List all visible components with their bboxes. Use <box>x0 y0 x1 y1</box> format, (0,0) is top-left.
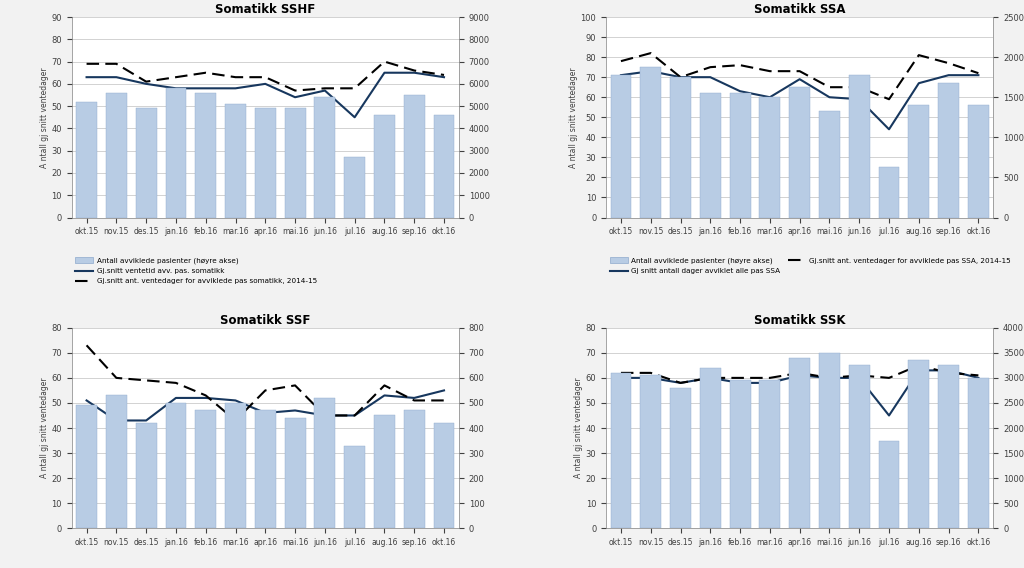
Bar <box>344 157 366 218</box>
Bar <box>225 403 246 528</box>
Bar <box>166 403 186 528</box>
Bar <box>136 108 157 218</box>
Bar <box>819 111 840 218</box>
Bar <box>819 353 840 528</box>
Bar <box>938 365 959 528</box>
Bar <box>670 388 691 528</box>
Bar <box>76 406 97 528</box>
Title: Somatikk SSK: Somatikk SSK <box>754 314 846 327</box>
Bar <box>968 105 989 218</box>
Bar <box>433 423 455 528</box>
Bar <box>374 115 395 218</box>
Bar <box>105 395 127 528</box>
Bar <box>610 75 632 218</box>
Bar <box>730 93 751 218</box>
Y-axis label: A ntall gj snitt ventedager: A ntall gj snitt ventedager <box>568 67 578 168</box>
Bar <box>196 93 216 218</box>
Bar <box>640 375 662 528</box>
Bar <box>610 373 632 528</box>
Bar <box>699 368 721 528</box>
Bar <box>255 108 275 218</box>
Bar <box>849 365 869 528</box>
Bar <box>255 411 275 528</box>
Bar <box>285 108 305 218</box>
Bar <box>105 93 127 218</box>
Bar <box>285 418 305 528</box>
Bar <box>879 168 899 218</box>
Bar <box>344 445 366 528</box>
Bar <box>908 105 929 218</box>
Bar <box>790 87 810 218</box>
Bar <box>314 398 335 528</box>
Bar <box>849 75 869 218</box>
Y-axis label: A ntall gj snitt ventedager: A ntall gj snitt ventedager <box>573 378 583 478</box>
Bar <box>908 360 929 528</box>
Bar <box>968 378 989 528</box>
Bar <box>879 441 899 528</box>
Legend: Antall avviklede pasienter (høyre akse), Gj snitt antall dager avviklet alle pas: Antall avviklede pasienter (høyre akse),… <box>609 257 1011 274</box>
Title: Somatikk SSHF: Somatikk SSHF <box>215 3 315 16</box>
Title: Somatikk SSA: Somatikk SSA <box>754 3 846 16</box>
Bar <box>136 423 157 528</box>
Bar <box>670 77 691 218</box>
Bar <box>760 97 780 218</box>
Legend: Antall avviklede pasienter (høyre akse), Gj.snitt ventetid avv. pas. somatikk, G: Antall avviklede pasienter (høyre akse),… <box>76 257 317 285</box>
Bar <box>760 381 780 528</box>
Bar <box>196 411 216 528</box>
Bar <box>730 381 751 528</box>
Bar <box>166 88 186 218</box>
Title: Somatikk SSF: Somatikk SSF <box>220 314 310 327</box>
Bar <box>76 102 97 218</box>
Bar <box>699 93 721 218</box>
Bar <box>790 358 810 528</box>
Bar <box>374 415 395 528</box>
Y-axis label: A ntall gj snitt ventedager: A ntall gj snitt ventedager <box>40 378 48 478</box>
Bar <box>433 115 455 218</box>
Bar <box>225 104 246 218</box>
Bar <box>403 95 425 218</box>
Bar <box>314 97 335 218</box>
Bar <box>938 83 959 218</box>
Bar <box>403 411 425 528</box>
Bar <box>640 67 662 218</box>
Y-axis label: A ntall gj snitt ventedager: A ntall gj snitt ventedager <box>40 67 48 168</box>
